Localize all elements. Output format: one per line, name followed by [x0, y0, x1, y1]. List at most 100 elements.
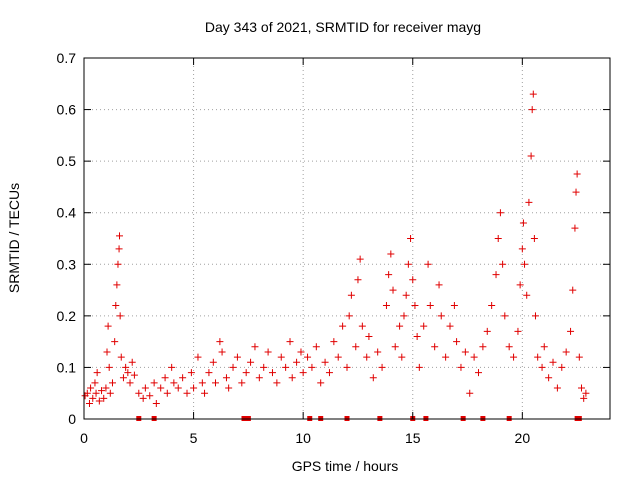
data-point — [431, 343, 439, 351]
data-point — [317, 379, 325, 387]
data-point — [475, 369, 482, 377]
data-point — [389, 286, 397, 294]
data-point — [369, 374, 377, 382]
data-point — [141, 384, 149, 392]
data-point — [356, 255, 364, 263]
data-point — [116, 232, 124, 240]
data-point — [282, 363, 290, 371]
x-tick-label: 10 — [295, 430, 311, 446]
data-point — [527, 152, 535, 160]
data-point — [437, 312, 445, 320]
data-point — [538, 363, 546, 371]
data-point — [216, 338, 224, 346]
data-point — [198, 379, 206, 387]
data-point — [442, 353, 450, 361]
data-point — [354, 276, 362, 284]
data-point — [398, 353, 406, 361]
data-point — [117, 353, 125, 361]
data-point — [288, 374, 296, 382]
data-point — [571, 224, 579, 232]
data-point — [365, 332, 373, 340]
data-point — [119, 374, 127, 382]
data-point — [114, 260, 122, 268]
data-point — [530, 235, 538, 242]
data-point — [573, 170, 581, 178]
data-point — [528, 106, 536, 114]
data-point — [170, 379, 178, 387]
data-point — [499, 260, 507, 268]
data-point — [92, 389, 100, 397]
data-point — [387, 250, 395, 258]
data-point — [572, 188, 580, 196]
data-point — [91, 379, 99, 387]
data-point — [135, 389, 143, 397]
data-point — [457, 363, 465, 371]
data-point — [402, 291, 410, 299]
data-point — [128, 358, 136, 366]
data-point — [233, 353, 241, 361]
data-point — [391, 343, 399, 351]
data-point — [95, 397, 103, 405]
data-point — [116, 312, 124, 320]
data-point — [492, 271, 500, 279]
data-point — [242, 369, 250, 377]
data-point — [407, 235, 415, 242]
data-point — [534, 353, 542, 361]
y-tick-label: 0.6 — [57, 102, 77, 118]
data-point — [83, 389, 91, 397]
data-point — [496, 209, 504, 217]
data-point — [519, 219, 527, 227]
x-tick-label: 15 — [405, 430, 421, 446]
data-point — [152, 400, 160, 408]
data-point — [115, 245, 123, 253]
y-tick-label: 0.4 — [57, 205, 77, 221]
data-point — [194, 353, 202, 361]
data-point — [446, 322, 454, 330]
y-tick-label: 0.2 — [57, 308, 77, 324]
data-point — [222, 374, 230, 382]
y-axis-label: SRMTID / TECUs — [6, 183, 22, 293]
data-point — [510, 353, 518, 361]
data-point — [260, 363, 268, 371]
data-point — [562, 348, 570, 356]
data-point — [190, 384, 198, 392]
data-point — [525, 198, 533, 206]
data-point — [415, 363, 423, 371]
data-point — [122, 363, 130, 371]
data-point — [238, 379, 246, 387]
data-point — [470, 353, 478, 361]
data-point — [404, 260, 412, 268]
data-point — [374, 348, 382, 356]
data-point — [501, 312, 509, 320]
data-point — [413, 332, 421, 340]
data-point — [163, 389, 171, 397]
data-point — [293, 358, 301, 366]
data-point — [87, 384, 95, 392]
data-point — [453, 338, 461, 346]
data-point — [347, 291, 355, 299]
data-point — [518, 245, 526, 253]
data-point — [168, 363, 176, 371]
data-point — [89, 394, 97, 402]
data-point — [558, 363, 566, 371]
x-tick-label: 0 — [80, 430, 88, 446]
data-point — [523, 291, 531, 299]
data-point — [157, 384, 165, 392]
data-point — [479, 343, 487, 351]
data-point — [494, 235, 502, 242]
data-point — [112, 302, 120, 310]
axis-ticks — [83, 57, 610, 420]
data-point — [426, 302, 434, 310]
data-point — [304, 353, 312, 361]
data-point — [567, 327, 575, 335]
data-point — [352, 343, 360, 351]
data-point — [103, 348, 111, 356]
data-point — [409, 276, 417, 284]
data-point — [297, 348, 305, 356]
data-point — [85, 400, 93, 408]
data-point — [93, 369, 101, 377]
data-point — [582, 389, 590, 397]
data-point — [521, 260, 529, 268]
data-point — [225, 384, 233, 392]
